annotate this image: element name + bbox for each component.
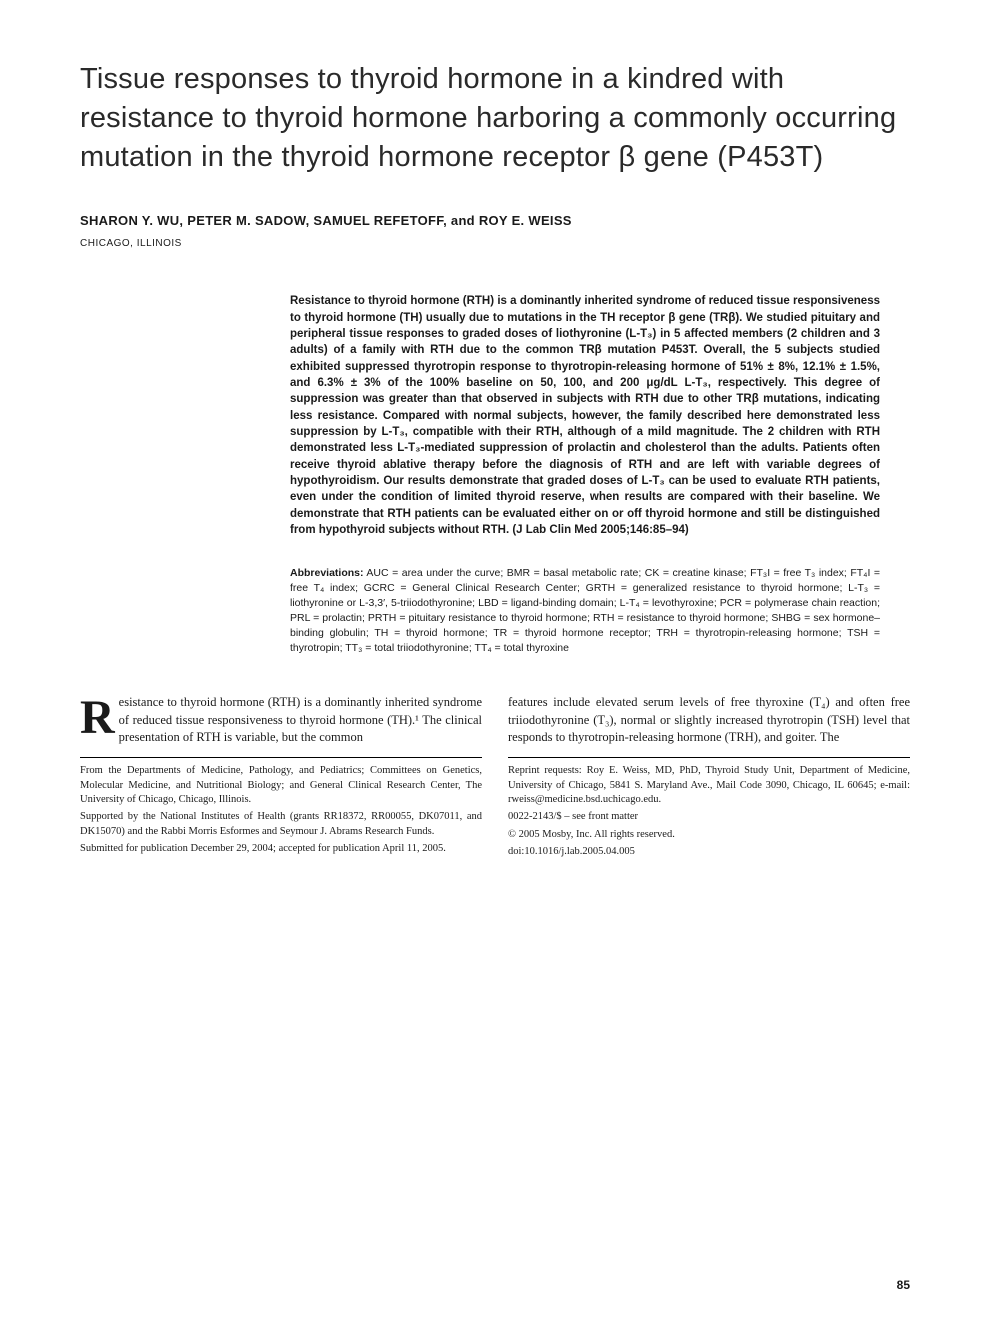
abbreviations-body: AUC = area under the curve; BMR = basal … — [290, 567, 880, 654]
dropcap-letter: R — [80, 694, 119, 737]
column-right: features include elevated serum levels o… — [508, 694, 910, 863]
footnote-divider — [80, 757, 482, 758]
column-left: Resistance to thyroid hormone (RTH) is a… — [80, 694, 482, 863]
footnote-copyright: © 2005 Mosby, Inc. All rights reserved. — [508, 828, 910, 842]
footnote-doi: doi:10.1016/j.lab.2005.04.005 — [508, 845, 910, 859]
footnote-dates: Submitted for publication December 29, 2… — [80, 842, 482, 856]
footnote-affiliation: From the Departments of Medicine, Pathol… — [80, 764, 482, 807]
article-title: Tissue responses to thyroid hormone in a… — [80, 60, 910, 177]
footnotes-left: From the Departments of Medicine, Pathol… — [80, 764, 482, 857]
footnotes-right: Reprint requests: Roy E. Weiss, MD, PhD,… — [508, 764, 910, 860]
author-location: CHICAGO, ILLINOIS — [80, 238, 910, 249]
body-col2-text: features include elevated serum levels o… — [508, 694, 910, 747]
footnote-funding: Supported by the National Institutes of … — [80, 810, 482, 839]
page-number: 85 — [897, 1278, 910, 1292]
footnote-divider-right — [508, 757, 910, 758]
abbreviations-text: Abbreviations: AUC = area under the curv… — [290, 566, 880, 655]
body-col1-text: esistance to thyroid hormone (RTH) is a … — [119, 695, 482, 745]
abstract-section: Resistance to thyroid hormone (RTH) is a… — [290, 293, 880, 538]
footnote-issn: 0022-2143/$ – see front matter — [508, 810, 910, 824]
abstract-text: Resistance to thyroid hormone (RTH) is a… — [290, 293, 880, 538]
abbreviations-label: Abbreviations: — [290, 567, 364, 579]
abbreviations-section: Abbreviations: AUC = area under the curv… — [290, 566, 880, 655]
footnote-reprint: Reprint requests: Roy E. Weiss, MD, PhD,… — [508, 764, 910, 807]
body-opening-paragraph: Resistance to thyroid hormone (RTH) is a… — [80, 694, 482, 747]
body-two-column: Resistance to thyroid hormone (RTH) is a… — [80, 694, 910, 863]
author-list: SHARON Y. WU, PETER M. SADOW, SAMUEL REF… — [80, 213, 910, 228]
